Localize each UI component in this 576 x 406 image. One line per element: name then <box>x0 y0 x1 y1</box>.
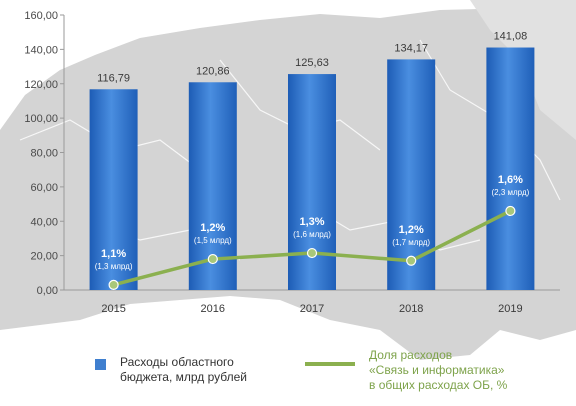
legend-line-line-1: Доля расходов <box>369 348 453 362</box>
bar-value-label: 134,17 <box>394 42 428 54</box>
bar-value-label: 116,79 <box>97 72 130 84</box>
bar-value-label: 125,63 <box>295 57 329 69</box>
line-value-sublabel: (2,3 млрд) <box>492 188 530 197</box>
legend-line-line-2: «Связь и информатика» <box>369 363 505 377</box>
y-tick-label: 80,00 <box>30 148 58 160</box>
bar-value-label: 120,86 <box>196 65 230 77</box>
legend-bars-line-1: Расходы областного <box>120 355 234 369</box>
line-point <box>207 253 218 265</box>
line-value-label: 1,1% <box>101 248 126 260</box>
line-point <box>406 255 417 266</box>
line-series <box>108 205 516 290</box>
bar <box>387 59 436 291</box>
bar-value-labels: 116,79 120,86 125,63 134,17 141,08 <box>97 31 527 85</box>
legend-line: Доля расходов «Связь и информатика» в об… <box>305 348 507 393</box>
x-tick-label: 2016 <box>201 303 225 315</box>
line-value-label: 1,6% <box>498 174 523 186</box>
legend-bars-line-2: бюджета, млрд рублей <box>120 370 247 384</box>
line-value-label: 1,2% <box>200 222 225 234</box>
line-point <box>306 247 318 259</box>
line-value-sublabel: (1,5 млрд) <box>194 236 232 245</box>
y-tick-label: 140,00 <box>24 44 58 56</box>
line-point <box>505 205 516 217</box>
bar-series <box>89 47 535 291</box>
bar-value-label: 141,08 <box>494 31 528 43</box>
legend-line-swatch <box>305 362 355 366</box>
y-axis-ticks: 0,00 20,00 40,00 60,00 80,00 100,00 120,00 140,… <box>24 10 64 297</box>
bar <box>486 47 535 290</box>
y-tick-label: 0,00 <box>37 285 58 297</box>
x-tick-label: 2015 <box>101 303 125 315</box>
y-tick-label: 20,00 <box>30 251 58 263</box>
line-value-sublabel: (1,3 млрд) <box>95 262 133 271</box>
line-value-label: 1,2% <box>399 224 424 236</box>
x-axis-ticks: 2015 2016 2017 2018 2019 <box>101 303 522 315</box>
line-value-sublabel: (1,6 млрд) <box>293 230 331 239</box>
legend-bars: Расходы областного бюджета, млрд рублей <box>95 355 247 385</box>
x-tick-label: 2018 <box>399 303 423 315</box>
y-tick-label: 60,00 <box>30 182 58 194</box>
x-tick-label: 2017 <box>300 303 324 315</box>
x-tick-label: 2019 <box>498 303 522 315</box>
line-value-sublabel: (1,7 млрд) <box>392 238 430 247</box>
line-value-labels: 1,1% (1,3 млрд) 1,2% (1,5 млрд) 1,3% (1,6 млр… <box>95 174 530 271</box>
y-tick-label: 40,00 <box>30 216 58 228</box>
y-tick-label: 100,00 <box>24 113 58 125</box>
legend-bars-swatch <box>95 359 106 370</box>
y-tick-label: 160,00 <box>24 10 58 22</box>
line-value-label: 1,3% <box>299 216 324 228</box>
bar <box>89 89 138 291</box>
legend-line-line-3: в общих расходах ОБ, % <box>369 378 508 392</box>
line-point <box>108 279 119 290</box>
y-tick-label: 120,00 <box>24 79 58 91</box>
